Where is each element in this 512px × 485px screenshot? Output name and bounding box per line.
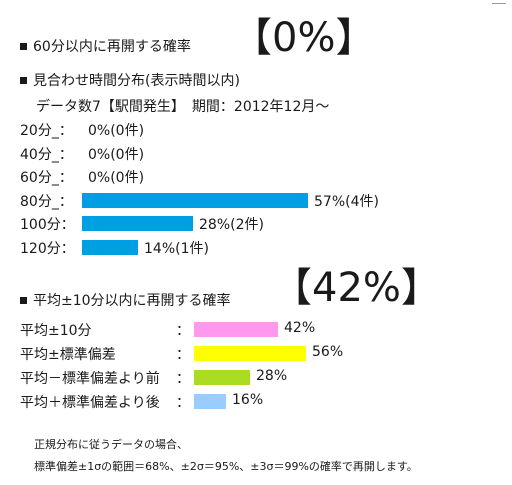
section2-title: 見合わせ時間分布(表示時間以内): [33, 73, 240, 89]
avg-row-label: 平均±10分: [20, 323, 92, 339]
dist-row-value: 0%(0件): [88, 170, 145, 186]
dist-bar: [82, 216, 193, 231]
section1-title: 60分以内に再開する確率: [33, 39, 191, 55]
avg-row-separator: ：: [176, 323, 190, 339]
dist-row-label: 100分：: [20, 217, 75, 233]
section3-heading: 平均±10分以内に再開する確率: [20, 290, 231, 310]
data-count-period: データ数7【駅間発生】 期間：2012年12月～: [36, 99, 330, 115]
note-line-2: 標準偏差±1σの範囲＝68%、±2σ＝95%、±3σ＝99%の確率で再開します。: [34, 460, 418, 473]
bullet-icon: [20, 43, 27, 50]
dist-row-value: 14%(1件): [144, 240, 209, 257]
dist-row-value: 57%(4件): [314, 193, 379, 210]
section2-heading: 見合わせ時間分布(表示時間以内): [20, 70, 240, 90]
section3-title: 平均±10分以内に再開する確率: [33, 293, 231, 309]
note-line-1: 正規分布に従うデータの場合、: [34, 438, 188, 451]
dist-row-value: 0%(0件): [88, 146, 145, 163]
dist-row-label: 60分_：: [20, 170, 73, 186]
avg-row-value: 56%: [312, 344, 344, 360]
avg-bar: [194, 346, 306, 361]
dist-row-label: 40分_：: [20, 146, 73, 163]
avg-row-value: 42%: [284, 320, 316, 336]
avg-row-separator: ：: [176, 395, 190, 411]
section1-probability: 【0%】: [232, 15, 376, 61]
section3-probability: 【42%】: [272, 265, 441, 311]
section1-heading: 60分以内に再開する確率: [20, 36, 191, 56]
avg-row-label: 平均－標準偏差より前: [20, 371, 160, 387]
dist-row-value: 28%(2件): [199, 217, 264, 233]
dist-row-label: 80分_：: [20, 193, 73, 210]
dist-row-value: 0%(0件): [88, 123, 145, 139]
bullet-icon: [20, 77, 27, 84]
dist-row-label: 120分：: [20, 240, 75, 257]
avg-bar: [194, 370, 250, 385]
avg-row-separator: ：: [176, 371, 190, 387]
corner-mark: [492, 0, 506, 4]
avg-row-value: 16%: [232, 392, 264, 408]
dist-row-label: 20分_：: [20, 123, 73, 139]
dist-bar: [82, 239, 138, 255]
avg-row-label: 平均＋標準偏差より後: [20, 395, 160, 411]
bullet-icon: [20, 297, 27, 304]
avg-bar: [194, 394, 226, 409]
dist-bar: [82, 192, 308, 208]
avg-row-separator: ：: [176, 347, 190, 363]
avg-bar: [194, 322, 278, 337]
avg-row-value: 28%: [256, 368, 288, 384]
avg-row-label: 平均±標準偏差: [20, 347, 116, 363]
